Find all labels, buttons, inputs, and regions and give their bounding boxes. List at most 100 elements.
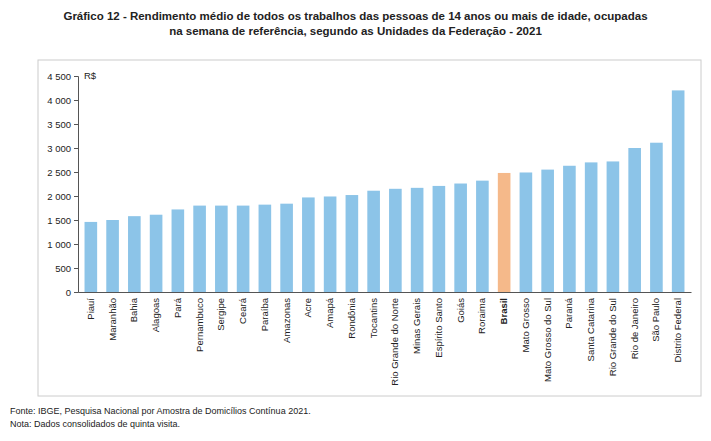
- x-tick-label: Rio Grande do Sul: [607, 298, 618, 376]
- bar: [106, 220, 119, 292]
- x-axis-line: [79, 292, 692, 293]
- x-tick-label: Santa Catarina: [585, 297, 596, 361]
- x-tick: Roraima: [476, 292, 487, 334]
- y-tick-mark: [74, 244, 78, 245]
- bar: [193, 206, 206, 292]
- y-tick: 2 000: [47, 191, 78, 202]
- y-tick: 1 500: [47, 215, 78, 226]
- bar: [476, 181, 489, 292]
- x-tick: Acre: [302, 292, 313, 318]
- x-tick: Goiás: [455, 292, 466, 323]
- bar: [259, 205, 272, 292]
- y-tick-mark: [74, 148, 78, 149]
- y-tick-label: 2 500: [47, 167, 71, 178]
- bar: [541, 170, 554, 292]
- y-tick-label: 3 500: [47, 119, 71, 130]
- y-tick: 3 000: [47, 143, 78, 154]
- bar: [346, 195, 359, 292]
- x-tick: Sergipe: [215, 292, 226, 331]
- bar: [389, 189, 402, 292]
- title: na semana de referência, segundo as Unid…: [169, 25, 542, 37]
- x-tick-label: Pernambuco: [194, 298, 205, 352]
- bar: [237, 206, 250, 292]
- x-tick: Mato Grosso: [520, 292, 531, 352]
- x-tick-label: Minas Gerais: [411, 298, 422, 354]
- x-tick: Amapá: [324, 292, 335, 328]
- y-tick-mark: [74, 76, 78, 77]
- x-tick: Rio Grande do Norte: [389, 292, 400, 386]
- y-tick-label: 4 500: [47, 71, 71, 82]
- bar: [128, 216, 141, 292]
- bar: [85, 222, 98, 292]
- y-axis-line: [74, 77, 79, 293]
- chart: Gráfico 12 - Rendimento médio de todos o…: [0, 0, 711, 441]
- y-tick-label: 3 000: [47, 143, 71, 154]
- x-tick: Bahia: [128, 292, 139, 322]
- x-tick: Paraná: [563, 292, 574, 329]
- y-tick: 4 500: [47, 71, 78, 82]
- bar: [520, 172, 533, 292]
- x-tick: Ceará: [237, 292, 248, 324]
- y-tick-mark: [74, 292, 78, 293]
- x-tick-label: Mato Grosso: [520, 298, 531, 352]
- bar: [498, 173, 511, 292]
- x-tick-label: Paraná: [563, 297, 574, 328]
- bar: [650, 143, 663, 292]
- bar: [302, 197, 315, 292]
- bar: [367, 191, 380, 292]
- bar: [607, 161, 620, 292]
- y-tick-mark: [74, 220, 78, 221]
- source: Fonte: IBGE, Pesquisa Nacional por Amost…: [10, 406, 311, 416]
- x-tick-label: Distrito Federal: [672, 298, 683, 362]
- x-axis: PiauíMaranhãoBahiaAlagoasParáPernambucoS…: [79, 292, 692, 386]
- x-tick-label: Acre: [302, 298, 313, 318]
- y-tick: 4 000: [47, 95, 78, 106]
- x-tick-label: Rio Grande do Norte: [389, 298, 400, 386]
- y-tick-label: 1 500: [47, 215, 71, 226]
- bar: [433, 186, 446, 292]
- x-tick: Tocantins: [368, 292, 379, 338]
- x-tick: Espírito Santo: [433, 292, 444, 358]
- bar: [628, 148, 641, 292]
- y-tick-label: 500: [55, 263, 71, 274]
- y-axis: 05001 0001 5002 0002 5003 0003 5004 0004…: [47, 71, 78, 298]
- bar: [672, 90, 685, 292]
- x-tick-label: Espírito Santo: [433, 298, 444, 358]
- bar: [215, 206, 228, 292]
- x-tick: Maranhão: [107, 292, 118, 341]
- x-tick-label: São Paulo: [650, 298, 661, 342]
- x-tick-label: Roraima: [476, 297, 487, 334]
- bars: [85, 90, 685, 292]
- y-tick-mark: [74, 196, 78, 197]
- x-tick-label: Rondônia: [346, 297, 357, 338]
- bar: [411, 188, 424, 292]
- x-tick-label: Maranhão: [107, 298, 118, 341]
- x-tick: Pernambuco: [194, 292, 205, 352]
- x-tick: Mato Grosso do Sul: [542, 292, 553, 382]
- x-tick: Rondônia: [346, 292, 357, 339]
- x-tick-label: Piauí: [85, 298, 96, 320]
- y-tick-label: 0: [66, 287, 71, 298]
- x-tick-label: Sergipe: [215, 298, 226, 331]
- x-tick-label: Bahia: [128, 297, 139, 322]
- x-tick: Paraíba: [259, 292, 270, 331]
- x-tick: Distrito Federal: [672, 292, 683, 362]
- x-tick: São Paulo: [650, 292, 661, 342]
- y-tick-mark: [74, 268, 78, 269]
- x-tick-label: Alagoas: [150, 298, 161, 333]
- x-tick: Amazonas: [281, 292, 292, 343]
- y-tick-label: 2 000: [47, 191, 71, 202]
- y-axis-label: R$: [84, 70, 97, 81]
- bar: [150, 215, 163, 292]
- y-tick: 3 500: [47, 119, 78, 130]
- chart-frame: [38, 60, 701, 396]
- x-tick: Brasil: [498, 292, 509, 324]
- y-tick: 2 500: [47, 167, 78, 178]
- bar: [172, 209, 185, 292]
- x-tick-label: Tocantins: [368, 298, 379, 338]
- y-tick-mark: [74, 172, 78, 173]
- x-tick: Alagoas: [150, 292, 161, 332]
- x-tick-label: Mato Grosso do Sul: [542, 298, 553, 382]
- bar: [563, 166, 576, 292]
- bar: [585, 162, 598, 292]
